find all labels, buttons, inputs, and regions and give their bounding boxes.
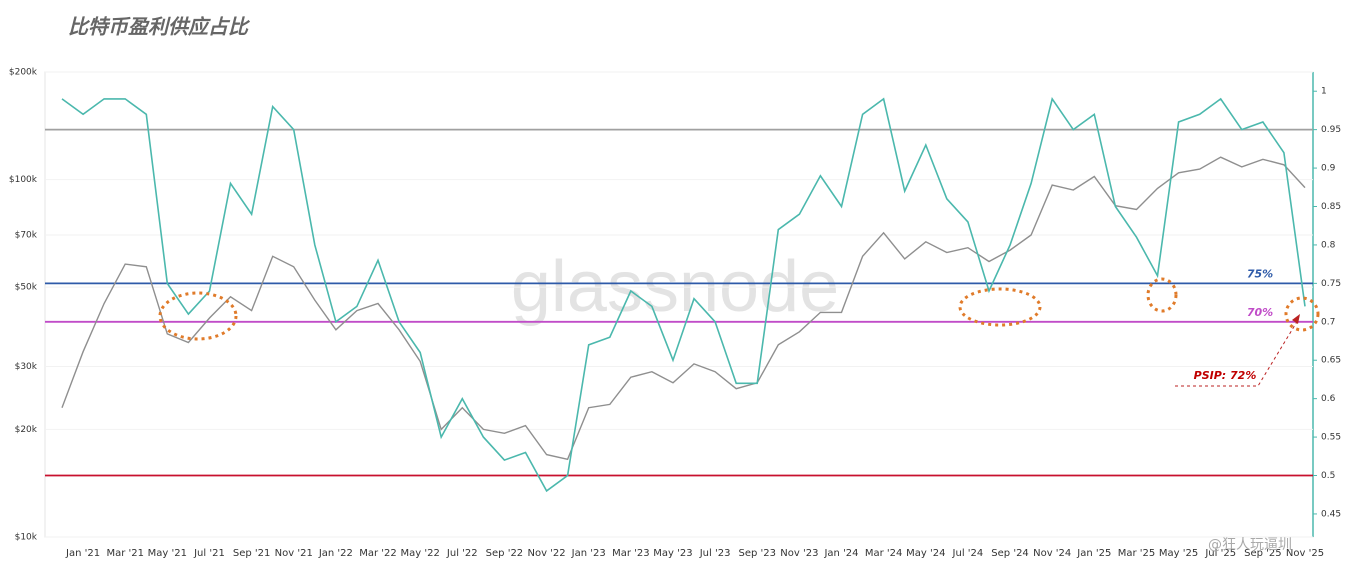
y2-tick-label: 0.85 [1321, 202, 1341, 212]
arrow-head [1292, 314, 1300, 324]
plot: $10k $20k $30k $50k $70k $100k $200k 0.45 0.5 0.5… [9, 68, 1341, 560]
watermark: @狂人玩逼圳 [1208, 537, 1292, 553]
series-line [61, 96, 1306, 493]
x-tick-label: May '22 [400, 548, 439, 559]
x-tick-label: Sep '22 [486, 548, 524, 559]
x-tick-label: May '24 [906, 548, 945, 559]
x-tick-label: Jul '21 [193, 548, 225, 559]
x-tick-label: May '21 [148, 548, 187, 559]
y2-tick-label: 0.45 [1321, 509, 1341, 519]
x-tick-label: Mar '22 [359, 548, 397, 559]
y2-tick-label: 0.55 [1321, 433, 1341, 443]
series-line [61, 156, 1306, 461]
y-tick-label: $10k [15, 533, 38, 543]
y2-tick-label: 0.8 [1321, 240, 1336, 250]
y2-tick-label: 1 [1321, 87, 1327, 97]
x-tick-label: Mar '21 [106, 548, 144, 559]
x-tick-label: May '23 [653, 548, 692, 559]
x-tick-label: Sep '21 [233, 548, 271, 559]
annotation-arrow [1175, 319, 1299, 387]
x-tick-label: Sep '24 [991, 548, 1029, 559]
y2-tick-label: 0.5 [1321, 471, 1335, 481]
chart-title: 比特币盈利供应占比 [68, 15, 251, 39]
x-tick-label: Jan '21 [65, 548, 100, 559]
y2-tick-label: 0.75 [1321, 279, 1341, 289]
x-tick-label: Jan '22 [318, 548, 353, 559]
x-tick-label: Nov '22 [527, 548, 565, 559]
highlight-circle [1284, 296, 1320, 332]
y-tick-label: $20k [15, 425, 38, 435]
y-tick-label: $70k [15, 230, 38, 240]
y-tick-label: $100k [9, 175, 38, 185]
y2-tick-label: 0.65 [1321, 356, 1341, 366]
y-tick-label: $30k [15, 362, 38, 372]
x-tick-label: Nov '23 [780, 548, 818, 559]
x-tick-label: Jul '24 [952, 548, 984, 559]
highlight-circle [158, 291, 238, 341]
x-tick-label: May '25 [1159, 548, 1198, 559]
reference-label: 75% [1247, 267, 1273, 280]
x-tick-label: Sep '23 [738, 548, 776, 559]
annotation: PSIP: 72% [1194, 369, 1257, 382]
x-tick-label: Jan '24 [823, 548, 858, 559]
y2-tick-label: 0.9 [1321, 164, 1336, 174]
x-tick-label: Mar '23 [612, 548, 650, 559]
y2-tick-label: 0.95 [1321, 125, 1341, 135]
y2-tick-label: 0.7 [1321, 317, 1335, 327]
x-tick-label: Mar '25 [1118, 548, 1156, 559]
x-tick-label: Jul '25 [1204, 548, 1236, 559]
x-tick-label: Nov '24 [1033, 548, 1071, 559]
highlight-circle [958, 287, 1042, 327]
y-tick-label: $50k [15, 283, 38, 293]
y-tick-label: $200k [9, 68, 38, 78]
y2-tick-label: 0.6 [1321, 394, 1336, 404]
x-tick-label: Jul '22 [446, 548, 478, 559]
x-tick-label: Mar '24 [865, 548, 903, 559]
highlight-circles [158, 277, 1320, 341]
x-tick-label: Nov '25 [1286, 548, 1324, 559]
x-tick-label: Sep '25 [1244, 548, 1282, 559]
highlight-circle [1146, 277, 1178, 313]
reference-label: 70% [1247, 306, 1273, 319]
x-tick-label: Nov '21 [275, 548, 313, 559]
x-tick-label: Jan '25 [1076, 548, 1111, 559]
x-tick-label: Jan '23 [571, 548, 606, 559]
x-tick-label: Jul '23 [699, 548, 731, 559]
